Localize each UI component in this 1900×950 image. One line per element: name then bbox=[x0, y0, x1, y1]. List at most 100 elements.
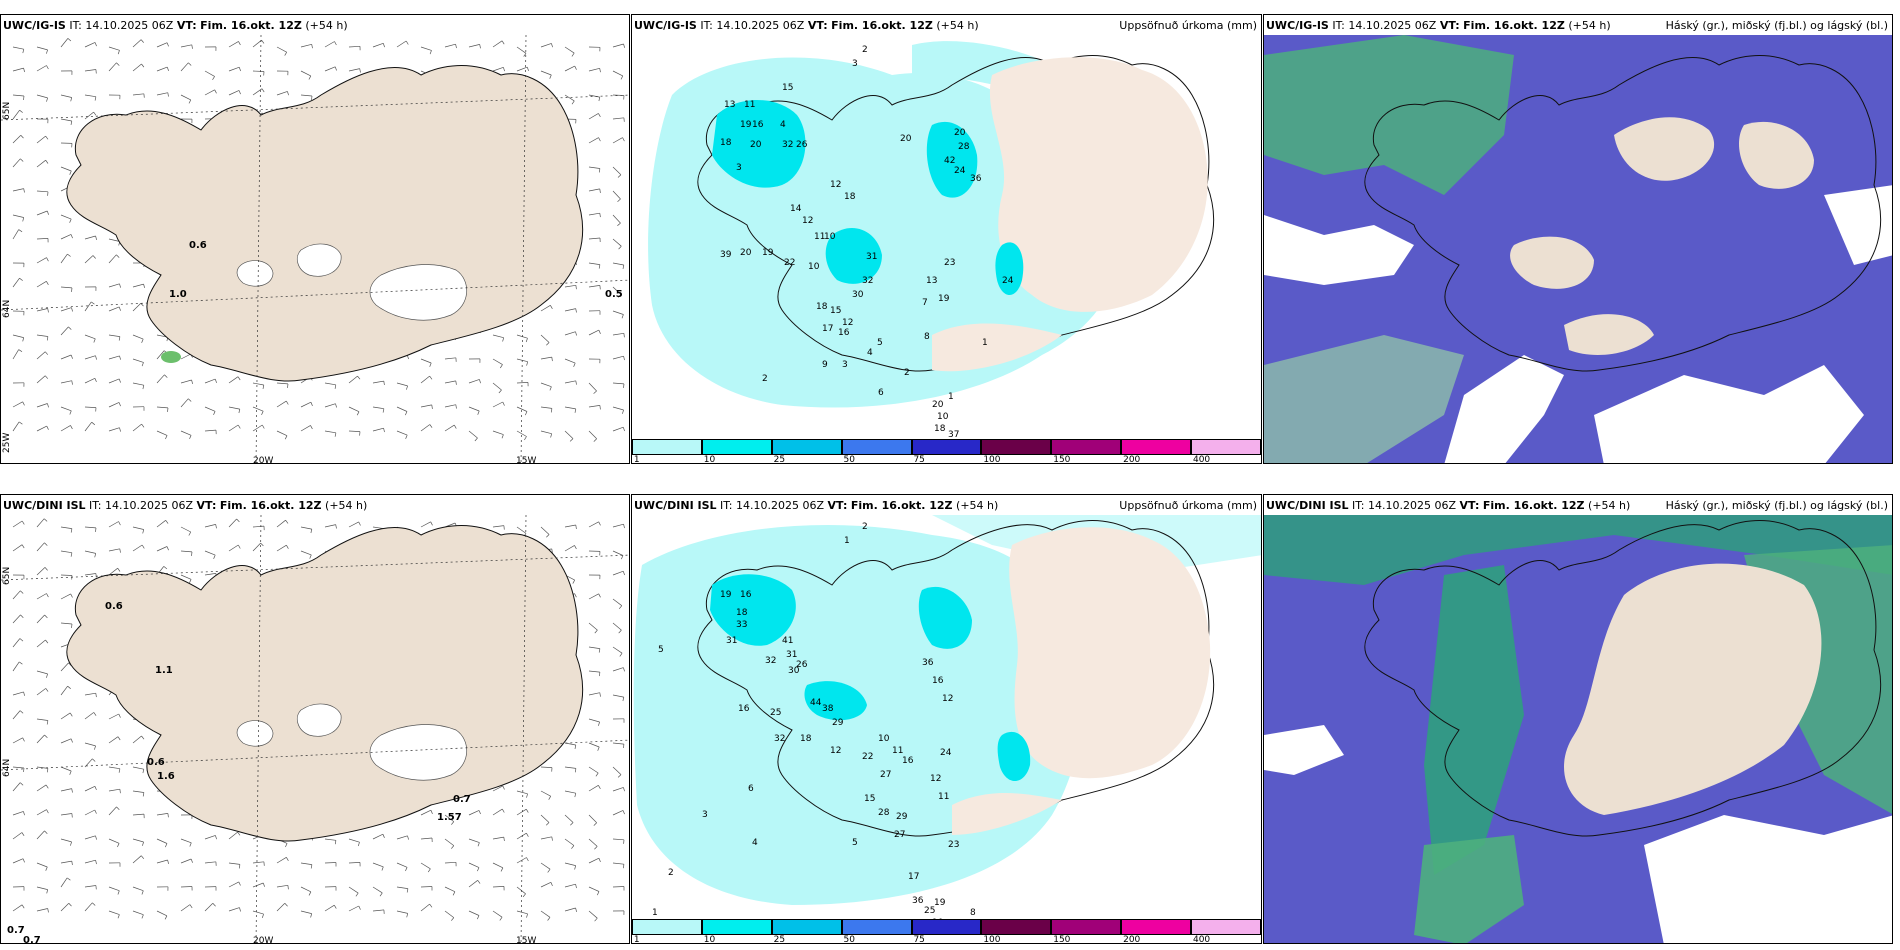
wind-barb-feather bbox=[598, 168, 601, 173]
low-cloud bbox=[1264, 335, 1464, 463]
wind-barb-feather bbox=[619, 652, 623, 657]
wind-barb bbox=[492, 862, 504, 869]
wind-barb bbox=[612, 862, 624, 865]
wind-barb-feather bbox=[262, 882, 265, 887]
precip-core bbox=[712, 100, 806, 188]
wind-barb-feather bbox=[94, 42, 97, 47]
wind-barb bbox=[36, 593, 47, 600]
wind-barb-feather bbox=[622, 810, 625, 815]
wind-barb-feather bbox=[167, 859, 169, 864]
wind-barb bbox=[396, 862, 408, 868]
wind-barb-feather bbox=[166, 66, 169, 72]
wind-barb bbox=[540, 430, 552, 435]
wind-barb bbox=[396, 430, 408, 436]
wind-barb-feather bbox=[334, 840, 337, 845]
wind-barb-feather bbox=[357, 375, 361, 380]
wind-barb-feather bbox=[71, 623, 73, 628]
wind-barb bbox=[612, 598, 623, 606]
wind-barb bbox=[60, 662, 69, 672]
wind-barb bbox=[516, 910, 528, 915]
wind-barb bbox=[156, 910, 168, 917]
wind-barb-feather bbox=[623, 383, 625, 388]
wind-barb bbox=[12, 421, 20, 432]
wind-barb bbox=[60, 307, 72, 312]
wind-barb-feather bbox=[20, 134, 24, 139]
wind-barb-feather bbox=[215, 835, 217, 840]
colorbar-swatch bbox=[841, 439, 912, 455]
wind-barb-feather bbox=[163, 566, 168, 570]
wind-barb bbox=[372, 380, 384, 384]
wind-barb bbox=[12, 188, 24, 192]
precip-amount-label: 42 bbox=[944, 156, 955, 166]
wind-barb-feather bbox=[617, 774, 622, 778]
wind-barb-feather bbox=[311, 95, 313, 101]
wind-barb bbox=[612, 70, 623, 77]
wind-barb bbox=[108, 254, 117, 264]
wind-barb-feather bbox=[477, 842, 480, 847]
precip-amount-label: 2 bbox=[668, 868, 674, 878]
wind-barb-feather bbox=[618, 605, 623, 610]
wind-barb bbox=[588, 910, 598, 919]
wind-map: 0.6 1.0 0.5 20W 15W 65N 64N 25W bbox=[1, 35, 629, 463]
wind-barb bbox=[36, 862, 48, 868]
precip-amount-label: 41 bbox=[782, 636, 793, 646]
precip-amount-label: 18 bbox=[934, 424, 946, 434]
wind-barb-feather bbox=[43, 518, 48, 522]
wind-barb bbox=[84, 94, 96, 98]
precip-amount-label: 13 bbox=[926, 276, 937, 286]
wind-barb-feather bbox=[598, 137, 601, 142]
wind-barb bbox=[612, 694, 624, 698]
precip-amount-label: 7 bbox=[922, 298, 928, 308]
wind-barb bbox=[612, 190, 621, 200]
wind-barb bbox=[420, 903, 430, 912]
wind-barb bbox=[612, 355, 624, 360]
wind-barb-feather bbox=[355, 892, 359, 897]
wind-barb-feather bbox=[479, 379, 481, 384]
wind-barb-feather bbox=[214, 89, 217, 94]
wind-barb bbox=[12, 94, 25, 97]
wind-barb-feather bbox=[550, 305, 553, 309]
wind-barb-feather bbox=[429, 424, 433, 428]
wind-barb-feather bbox=[141, 338, 144, 343]
wind-barb-feather bbox=[261, 88, 265, 93]
wind-barb bbox=[84, 421, 92, 432]
wind-barb bbox=[564, 65, 575, 72]
wind-barb bbox=[156, 838, 168, 844]
wind-barb-feather bbox=[379, 892, 383, 897]
wind-barb-feather bbox=[68, 902, 72, 907]
wind-barb-feather bbox=[238, 409, 241, 414]
wind-barb bbox=[60, 118, 72, 122]
wind-barb-feather bbox=[623, 667, 625, 672]
wind-barb-feather bbox=[69, 170, 72, 175]
wind-barb-feather bbox=[620, 555, 624, 560]
wind-barb-feather bbox=[45, 688, 49, 692]
colorbar-swatch bbox=[911, 919, 982, 935]
wind-barb bbox=[540, 910, 551, 918]
wind-barb-feather bbox=[45, 784, 49, 789]
wind-barb-feather bbox=[502, 785, 505, 790]
wind-barb bbox=[60, 712, 71, 720]
wind-barb bbox=[564, 862, 576, 866]
wind-barb-feather bbox=[45, 866, 48, 871]
wind-barb bbox=[132, 910, 144, 916]
wind-barb bbox=[420, 809, 432, 816]
wind-barb-feather bbox=[212, 76, 215, 80]
colorbar-tick-label: 1 bbox=[633, 935, 640, 944]
wind-barb bbox=[12, 214, 24, 218]
wind-barb bbox=[372, 886, 383, 894]
wind-barb bbox=[492, 382, 502, 391]
precip-core bbox=[926, 121, 978, 198]
wind-barb bbox=[60, 526, 72, 529]
wind-barb-feather bbox=[23, 691, 25, 696]
wind-barb-feather bbox=[598, 593, 601, 598]
wind-barb bbox=[60, 902, 70, 912]
wind-barb bbox=[612, 667, 624, 672]
wind-barb-feather bbox=[119, 355, 121, 360]
wind-barb-feather bbox=[383, 428, 385, 433]
wind-barb bbox=[588, 766, 599, 774]
wind-barb bbox=[36, 718, 48, 721]
wind-barb bbox=[540, 43, 552, 48]
wind-barb-feather bbox=[575, 331, 577, 336]
wind-barb-feather bbox=[503, 837, 505, 842]
wind-barb-feather bbox=[383, 381, 385, 386]
